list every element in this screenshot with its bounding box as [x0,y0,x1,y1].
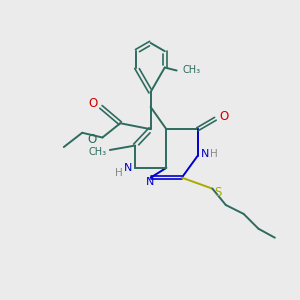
Text: H: H [115,168,123,178]
Text: CH₃: CH₃ [88,147,106,158]
Text: O: O [88,134,97,146]
Text: O: O [88,97,98,110]
Text: S: S [214,186,221,199]
Text: N: N [146,176,154,187]
Text: H: H [210,149,218,160]
Text: N: N [124,163,132,173]
Text: O: O [220,110,229,123]
Text: N: N [200,149,209,160]
Text: CH₃: CH₃ [183,65,201,76]
